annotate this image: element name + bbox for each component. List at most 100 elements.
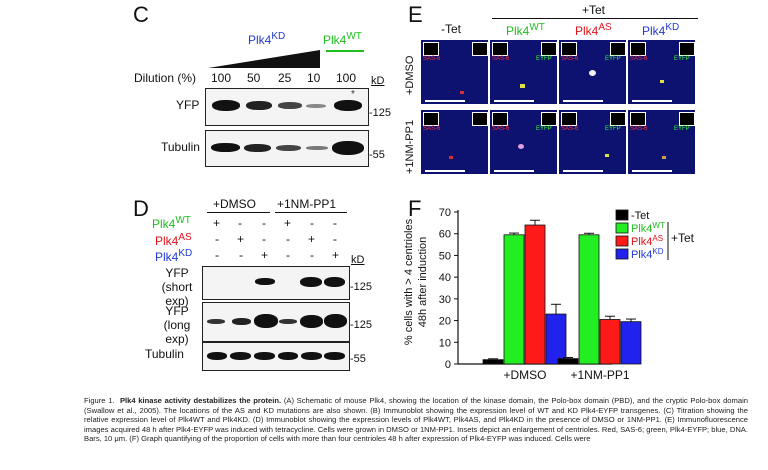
y-tick-label: 50 — [439, 250, 451, 262]
y-tick-label: 40 — [439, 272, 451, 284]
if-wt-1nmpp1: SAS-6 EYFP — [490, 110, 557, 174]
panel-c-kd-header: Plk4KD — [248, 31, 286, 47]
y-tick-label: 0 — [445, 359, 451, 371]
d-yfp-short-label: YFP (short exp) — [161, 266, 193, 308]
d-row-kd-label: Plk4KD — [155, 248, 193, 264]
sign-r0-c3: + — [284, 216, 292, 230]
panel-d-letter: D — [133, 196, 149, 221]
d-tubulin-label: Tubulin — [145, 347, 184, 361]
blot-d-tubulin — [202, 342, 350, 371]
if-kd-dmso: SAS-6 EYFP — [628, 40, 695, 104]
group-1nmpp1-label: +1NM-PP1 — [277, 197, 337, 211]
sign-r2-c0: - — [215, 248, 219, 262]
d-row-as-label: Plk4AS — [155, 232, 192, 248]
group-dmso-line — [207, 212, 270, 213]
blot-d-yfp-short — [202, 266, 350, 300]
panel-c-letter: C — [133, 2, 149, 27]
panel-c-marker-55: -55 — [369, 149, 385, 161]
sign-r2-c1: - — [239, 248, 243, 262]
col-wt-label: Plk4WT — [506, 22, 545, 38]
dilution-50: 50 — [247, 71, 261, 85]
dilution-100-wt: 100 — [336, 71, 357, 85]
asterisk-mark: * — [351, 89, 355, 100]
bar-kd-1 — [620, 321, 642, 365]
sign-r2-c4: - — [310, 248, 314, 262]
tet-plus-line — [492, 18, 698, 19]
y-tick-label: 70 — [439, 207, 451, 219]
panel-f-letter: F — [408, 196, 422, 221]
if-as-dmso: SAS-6 EYFP — [559, 40, 626, 104]
sign-r0-c4: - — [310, 216, 314, 230]
sign-r0-c1: - — [238, 216, 242, 230]
bar-notet-0 — [482, 359, 504, 365]
if-wt-dmso: SAS-6 EYFP — [490, 40, 557, 104]
legend-label: Plk4KD — [631, 247, 664, 261]
if-as-1nmpp1: SAS-6 EYFP — [559, 110, 626, 174]
y-axis-label: % cells with > 4 centrioles — [403, 218, 415, 345]
dilution-10: 10 — [307, 71, 321, 85]
panel-d-kd-unit: kD — [351, 254, 365, 266]
legend-group-tet: +Tet — [671, 231, 695, 245]
dilution-label: Dilution (%) — [134, 71, 197, 85]
sign-r0-c5: - — [333, 216, 337, 230]
d-marker-125a: -125 — [350, 281, 373, 293]
blot-d-yfp-long — [202, 302, 350, 342]
sign-r2-c3: - — [286, 248, 290, 262]
sign-r2-c5: + — [332, 248, 340, 262]
panel-c-marker-125: -125 — [369, 107, 392, 119]
y-tick-label: 60 — [439, 229, 451, 241]
d-marker-125b: -125 — [350, 319, 373, 331]
legend-label: -Tet — [631, 210, 649, 222]
dilution-wedge — [208, 50, 320, 68]
tet-plus-label: +Tet — [582, 3, 606, 17]
y-axis-label-line2: 48h after induction — [417, 237, 429, 328]
legend-swatch — [615, 209, 629, 221]
col-kd-label: Plk4KD — [642, 22, 680, 38]
bar-chart: 0 10 20 30 40 50 60 70 % cells with > 4 centriol… — [403, 207, 669, 382]
bar-wt-1 — [578, 234, 600, 365]
if-notet-1nmpp1: SAS-6 — [421, 110, 488, 174]
sign-r1-c3: - — [286, 232, 290, 246]
col-notet-label: -Tet — [441, 22, 462, 36]
caption-title: Plk4 kinase activity destabilizes the pr… — [119, 396, 282, 405]
y-tick-label: 20 — [439, 316, 451, 328]
d-marker-55: -55 — [350, 353, 366, 365]
figure-caption: Figure 1. Plk4 kinase activity destabili… — [84, 396, 748, 444]
bar-wt-0 — [503, 234, 525, 365]
bar-kd-0 — [545, 313, 567, 365]
sign-r1-c5: - — [333, 232, 337, 246]
sign-r1-c4: + — [308, 232, 316, 246]
bar-as-1 — [599, 319, 621, 365]
caption-figure-number: Figure 1. — [84, 396, 115, 405]
col-as-label: Plk4AS — [575, 22, 612, 38]
sign-r1-c1: + — [237, 232, 245, 246]
bar-as-0 — [524, 224, 546, 365]
sign-r1-c0: - — [215, 232, 219, 246]
bar-notet-1 — [557, 358, 579, 365]
blot-c-tubulin — [205, 130, 369, 167]
d-row-wt-label: Plk4WT — [152, 215, 191, 231]
panel-e-letter: E — [408, 2, 423, 27]
legend-label: Plk4WT — [631, 221, 665, 235]
row-1nmpp1-label: +1NM-PP1 — [404, 119, 416, 174]
legend-label: Plk4AS — [631, 234, 663, 248]
sign-r1-c2: - — [262, 232, 266, 246]
sign-r2-c2: + — [261, 248, 269, 262]
caption-body: (A) Schematic of mouse Plk4, showing the… — [84, 396, 748, 444]
panel-c-kd-unit: kD — [371, 75, 385, 87]
y-tick-label: 30 — [439, 294, 451, 306]
group-dmso-label: +DMSO — [213, 197, 257, 211]
group-1nmpp1-line — [275, 212, 347, 213]
blot-c-yfp: * — [205, 88, 369, 126]
panel-c-tubulin-label: Tubulin — [161, 140, 200, 154]
legend-swatch — [615, 235, 629, 247]
legend-swatch — [615, 248, 629, 260]
y-tick-label: 10 — [439, 337, 451, 349]
dilution-25: 25 — [278, 71, 292, 85]
sign-r0-c2: - — [262, 216, 266, 230]
d-yfp-long-label: YFP (long exp) — [163, 304, 191, 346]
if-kd-1nmpp1: SAS-6 EYFP — [628, 110, 695, 174]
sign-r0-c0: + — [213, 216, 221, 230]
panel-c-yfp-label: YFP — [176, 98, 200, 112]
x-category-label: +1NM-PP1 — [570, 368, 629, 382]
